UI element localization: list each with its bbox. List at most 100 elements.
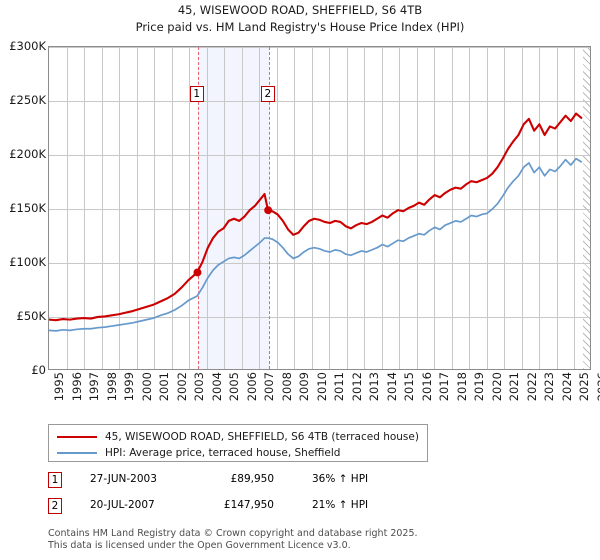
x-axis-tick-label: 2026 [595,372,600,402]
plot-area [48,46,591,370]
x-axis-tick-label: 2016 [419,372,434,402]
legend-item-price-paid: 45, WISEWOOD ROAD, SHEFFIELD, S6 4TB (te… [55,430,421,444]
y-axis-labels: £0 £50K £100K £150K £200K £250K £300K [0,39,47,377]
gridline-vertical [311,47,313,369]
gridline-horizontal [49,209,590,210]
gridline-vertical [434,47,436,369]
legend-swatch-hpi [57,452,97,454]
footer-attribution: Contains HM Land Registry data © Crown c… [48,528,588,551]
x-axis-tick-label: 2025 [577,372,592,402]
gridline-vertical [346,47,348,369]
gridline-vertical [539,47,541,369]
transaction-price-1: £89,950 [230,473,274,485]
gridline-vertical [521,47,523,369]
gridline-vertical [241,47,243,369]
transaction-point-marker[interactable] [193,268,202,277]
gridline-horizontal [49,47,590,48]
x-axis-tick-label: 2013 [367,372,382,402]
x-axis-tick-label: 2007 [262,372,277,402]
x-axis-tick-label: 1998 [104,372,119,402]
gridline-vertical [451,47,453,369]
gridline-vertical [84,47,86,369]
page-title: 45, WISEWOOD ROAD, SHEFFIELD, S6 4TB [177,3,423,17]
y-axis-tick-label: £200K [9,147,46,161]
table-row: 1 27-JUN-2003 £89,950 36% ↑ HPI [48,470,448,496]
gridline-vertical [66,47,68,369]
legend-label-price-paid: 45, WISEWOOD ROAD, SHEFFIELD, S6 4TB (te… [105,431,419,443]
transaction-price-2: £147,950 [223,499,274,511]
gridline-vertical [294,47,296,369]
x-axis-tick-label: 2021 [507,372,522,402]
x-axis-tick-label: 2012 [349,372,364,402]
legend-swatch-price-paid [57,436,97,438]
transaction-event-line [197,47,199,369]
y-axis-tick-label: £100K [9,255,46,269]
x-axis-tick-label: 2011 [332,372,347,402]
event-number-box[interactable]: 2 [260,86,275,102]
chart-title-block: 45, WISEWOOD ROAD, SHEFFIELD, S6 4TB Pri… [0,2,600,36]
x-axis-tick-label: 2010 [314,372,329,402]
x-axis-tick-label: 2019 [472,372,487,402]
x-axis-tick-label: 2022 [524,372,539,402]
gridline-vertical [504,47,506,369]
gridline-horizontal [49,263,590,264]
gridline-vertical [486,47,488,369]
gridline-vertical [206,47,208,369]
transaction-marker-2: 2 [48,498,62,514]
gridline-vertical [399,47,401,369]
x-axis-tick-label: 2001 [157,372,172,402]
transaction-marker-1: 1 [48,472,62,488]
x-axis-tick-label: 2006 [244,372,259,402]
event-number-box[interactable]: 1 [189,86,204,102]
gridline-vertical [171,47,173,369]
x-axis-tick-label: 2003 [192,372,207,402]
x-axis-tick-label: 1995 [52,372,66,402]
gridline-vertical [469,47,471,369]
gridline-vertical [136,47,138,369]
x-axis-tick-label: 1996 [69,372,84,402]
x-axis-tick-label: 2008 [279,372,294,402]
gridline-vertical [556,47,558,369]
transaction-date-1: 27-JUN-2003 [90,473,157,485]
gridline-vertical [574,47,576,369]
x-axis-tick-label: 1997 [87,372,102,402]
x-axis-tick-label: 2005 [227,372,242,402]
x-axis-labels: 1995 1996 1997 1998 1999 2000 2001 2002 2003 2004… [48,372,600,418]
transaction-hpi-delta-1: 36% ↑ HPI [312,473,369,485]
gridline-vertical [154,47,156,369]
legend-item-hpi: HPI: Average price, terraced house, Shef… [55,446,421,460]
transaction-span-band [197,47,269,369]
x-axis-tick-label: 1999 [122,372,137,402]
y-axis-tick-label: £0 [31,363,46,377]
legend-label-hpi: HPI: Average price, terraced house, Shef… [105,447,341,459]
series-lines [49,47,590,369]
transaction-date-2: 20-JUL-2007 [90,499,155,511]
gridline-vertical [329,47,331,369]
gridline-vertical [101,47,103,369]
gridline-horizontal [49,101,590,102]
transactions-table: 1 27-JUN-2003 £89,950 36% ↑ HPI 2 20-JUL… [48,470,448,522]
x-axis-tick-label: 2004 [209,372,224,402]
x-axis-tick-label: 2002 [174,372,189,402]
gridline-vertical [364,47,366,369]
x-axis-tick-label: 2000 [139,372,154,402]
footer-line-1: Contains HM Land Registry data © Crown c… [48,528,418,539]
gridline-vertical [259,47,261,369]
gridline-vertical [416,47,418,369]
gridline-vertical [119,47,121,369]
price-paid-line [49,114,581,321]
y-axis-tick-label: £150K [9,201,46,215]
y-axis-tick-label: £300K [9,39,46,53]
page-subtitle: Price paid vs. HM Land Registry's House … [135,20,465,34]
x-axis-tick-label: 2024 [559,372,574,402]
footer-line-2: This data is licensed under the Open Gov… [48,539,351,551]
x-axis-tick-label: 2017 [437,372,452,402]
x-axis-tick-label: 2009 [297,372,312,402]
y-axis-tick-label: £50K [16,309,47,323]
transaction-markers [193,206,273,277]
x-axis-tick-label: 2023 [542,372,557,402]
gridline-vertical [189,47,191,369]
y-axis-tick-label: £250K [9,93,46,107]
transaction-point-marker[interactable] [264,206,273,215]
